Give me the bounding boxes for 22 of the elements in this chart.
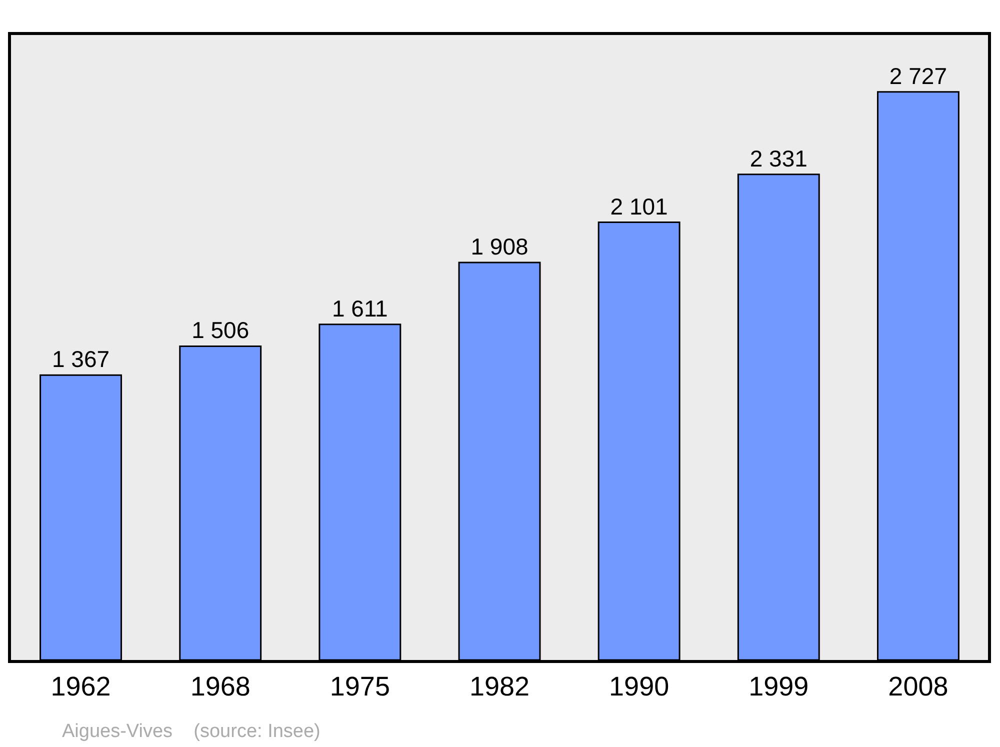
data-label: 2 101: [610, 193, 668, 220]
text: Aigues-Vives (source: Insee): [62, 721, 320, 742]
bar: [40, 374, 122, 660]
bar: [737, 174, 820, 660]
x-tick-label: 1982: [469, 671, 530, 702]
data-label: 1 367: [52, 346, 110, 372]
data-label: 1 611: [332, 295, 388, 322]
x-tick-label: 1975: [330, 671, 390, 702]
bar: [179, 345, 262, 660]
data-label: 1 908: [470, 233, 528, 260]
data-label: 2 331: [750, 145, 808, 172]
x-tick-label: 1968: [190, 671, 250, 702]
bar: [598, 222, 680, 660]
bar: [458, 262, 541, 660]
x-tick-label: 1962: [50, 671, 111, 702]
data-label: 1 506: [192, 317, 250, 344]
bar: [876, 91, 960, 660]
bar: [318, 324, 402, 660]
x-tick-label: 2008: [888, 671, 948, 702]
x-tick-label: 1999: [748, 671, 809, 702]
x-tick-label: 1990: [609, 671, 670, 702]
data-label: 2 727: [889, 62, 947, 89]
